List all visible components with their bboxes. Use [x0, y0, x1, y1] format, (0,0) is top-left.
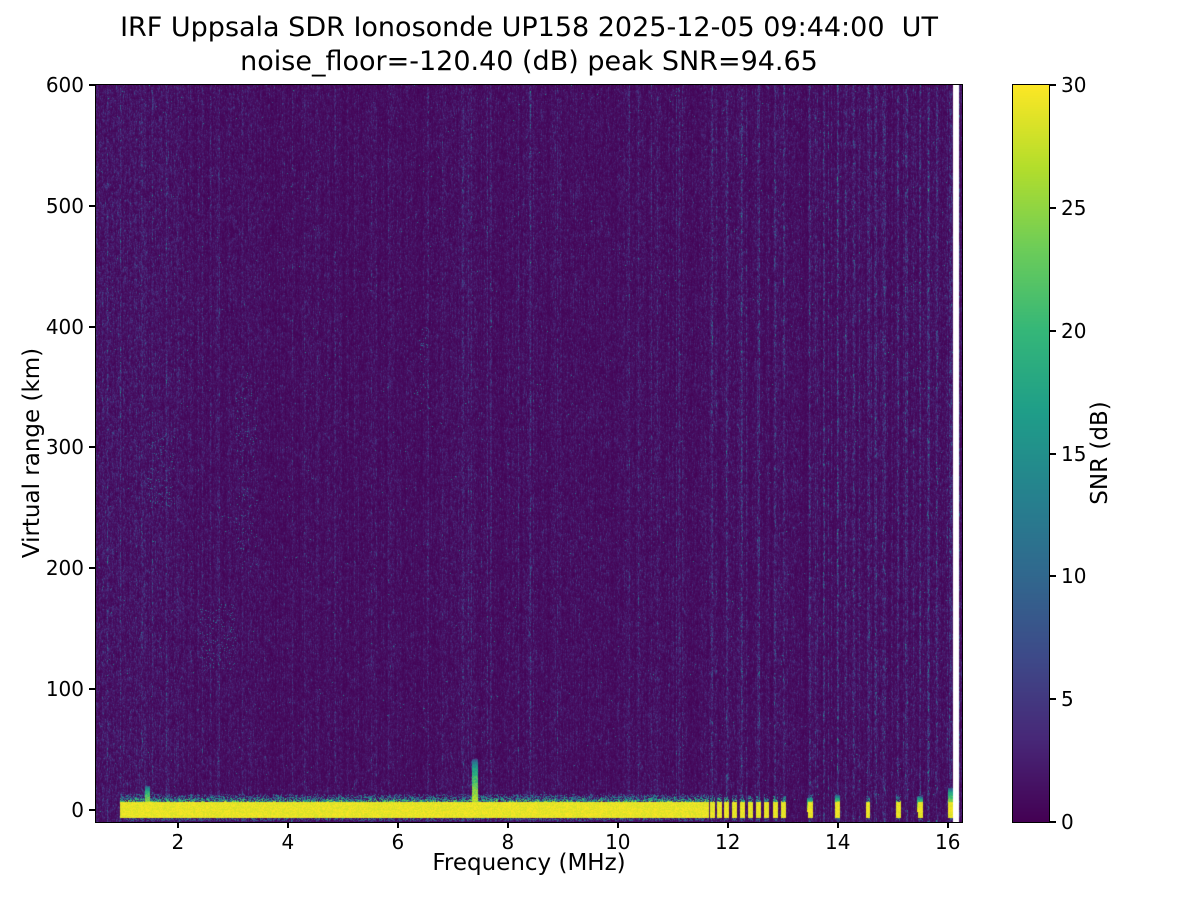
y-tick-label: 200 — [45, 556, 84, 581]
x-axis-label: Frequency (MHz) — [432, 850, 626, 876]
x-tick-mark — [396, 822, 399, 828]
x-tick-mark — [176, 822, 179, 828]
colorbar-tick-label: 20 — [1061, 318, 1087, 343]
y-tick-label: 100 — [45, 676, 84, 701]
x-tick-mark — [946, 822, 949, 828]
x-tick-mark — [616, 822, 619, 828]
colorbar-tick-label: 15 — [1061, 441, 1087, 466]
ionogram-heatmap — [96, 85, 962, 822]
y-tick-mark — [89, 204, 96, 207]
x-tick-label: 2 — [171, 830, 185, 854]
x-tick-label: 10 — [605, 830, 631, 854]
colorbar-tick-mark — [1049, 84, 1056, 86]
colorbar — [1012, 84, 1050, 823]
colorbar-label: SNR (dB) — [1087, 401, 1113, 505]
colorbar-tick-mark — [1049, 329, 1056, 332]
colorbar-tick-mark — [1049, 575, 1056, 578]
x-tick-label: 12 — [715, 830, 741, 854]
chart-title: IRF Uppsala SDR Ionosonde UP158 2025-12-… — [120, 12, 938, 43]
colorbar-tick-label: 10 — [1061, 564, 1087, 589]
x-tick-label: 8 — [501, 830, 515, 854]
colorbar-tick-label: 0 — [1061, 810, 1074, 834]
y-tick-mark — [89, 446, 96, 449]
y-tick-label: 600 — [45, 73, 84, 97]
y-tick-mark — [89, 567, 96, 570]
colorbar-tick-mark — [1049, 452, 1056, 455]
colorbar-tick-mark — [1049, 206, 1056, 209]
x-tick-mark — [836, 822, 839, 828]
y-tick-label: 500 — [45, 193, 84, 218]
chart-subtitle: noise_floor=-120.40 (dB) peak SNR=94.65 — [240, 46, 818, 77]
colorbar-gradient — [1013, 85, 1049, 822]
y-tick-label: 300 — [45, 435, 84, 460]
x-tick-mark — [286, 822, 289, 828]
x-tick-label: 16 — [934, 830, 961, 854]
y-tick-mark — [89, 687, 96, 690]
y-axis-label: Virtual range (km) — [19, 347, 45, 559]
x-tick-label: 14 — [825, 830, 851, 854]
x-tick-label: 6 — [391, 830, 405, 854]
colorbar-tick-mark — [1049, 821, 1056, 823]
x-tick-mark — [506, 822, 509, 828]
y-tick-label: 400 — [45, 314, 84, 339]
colorbar-tick-mark — [1049, 698, 1056, 701]
colorbar-tick-label: 5 — [1061, 687, 1074, 712]
x-tick-label: 4 — [281, 830, 295, 854]
x-tick-mark — [726, 822, 729, 828]
plot-area — [95, 84, 963, 823]
y-tick-mark — [89, 808, 96, 811]
y-tick-label: 0 — [71, 797, 84, 822]
colorbar-tick-label: 30 — [1061, 73, 1087, 97]
y-tick-mark — [89, 84, 96, 86]
y-tick-mark — [89, 325, 96, 328]
colorbar-tick-label: 25 — [1061, 195, 1087, 220]
